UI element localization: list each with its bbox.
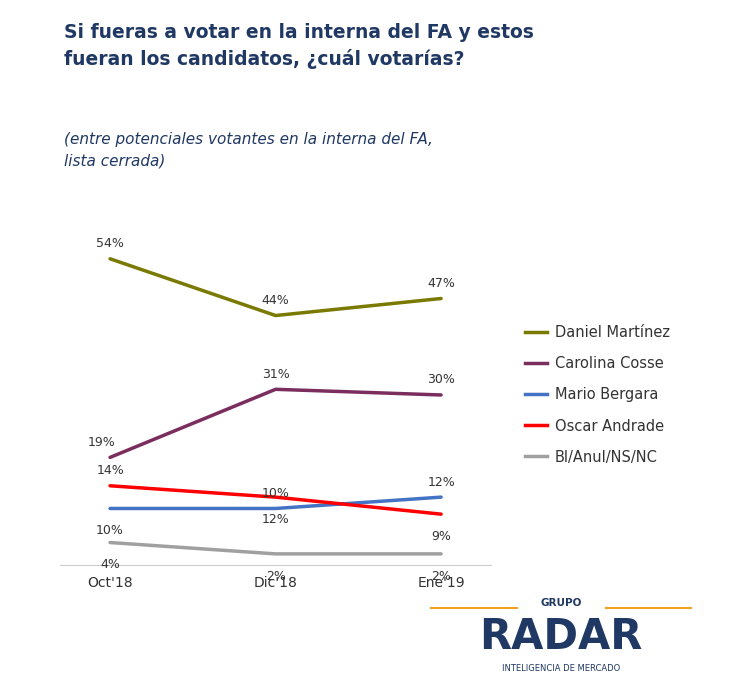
Text: 4%: 4%: [100, 558, 120, 571]
Legend: Daniel Martínez, Carolina Cosse, Mario Bergara, Oscar Andrade, Bl/Anul/NS/NC: Daniel Martínez, Carolina Cosse, Mario B…: [519, 319, 676, 471]
Text: 31%: 31%: [262, 368, 289, 381]
Text: 9%: 9%: [431, 530, 451, 543]
Text: 10%: 10%: [262, 487, 289, 500]
Text: 2%: 2%: [431, 570, 451, 583]
Text: GRUPO: GRUPO: [541, 599, 582, 608]
Text: (entre potenciales votantes en la interna del FA,
lista cerrada): (entre potenciales votantes en la intern…: [64, 132, 433, 168]
Text: Si fueras a votar en la interna del FA y estos
fueran los candidatos, ¿cuál vota: Si fueras a votar en la interna del FA y…: [64, 24, 535, 69]
Text: 19%: 19%: [88, 436, 116, 449]
Text: 2%: 2%: [266, 570, 285, 583]
Text: RADAR: RADAR: [479, 616, 643, 658]
Text: 47%: 47%: [427, 277, 455, 290]
Text: 44%: 44%: [262, 294, 289, 307]
Text: 14%: 14%: [96, 464, 124, 477]
Text: 12%: 12%: [427, 475, 455, 489]
Text: 12%: 12%: [262, 513, 289, 526]
Text: INTELIGENCIA DE MERCADO: INTELIGENCIA DE MERCADO: [502, 665, 621, 674]
Text: 54%: 54%: [96, 237, 124, 251]
Text: 30%: 30%: [427, 373, 455, 387]
Text: 10%: 10%: [96, 524, 124, 537]
